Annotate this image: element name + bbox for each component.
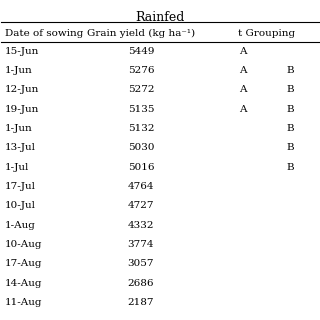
Text: 5272: 5272 <box>128 85 154 94</box>
Text: 5449: 5449 <box>128 47 154 56</box>
Text: B: B <box>286 143 294 152</box>
Text: 17-Aug: 17-Aug <box>4 260 42 268</box>
Text: 14-Aug: 14-Aug <box>4 279 42 288</box>
Text: 12-Jun: 12-Jun <box>4 85 39 94</box>
Text: 11-Aug: 11-Aug <box>4 298 42 307</box>
Text: 2187: 2187 <box>128 298 154 307</box>
Text: A: A <box>239 66 246 75</box>
Text: 5276: 5276 <box>128 66 154 75</box>
Text: A: A <box>239 105 246 114</box>
Text: A: A <box>239 85 246 94</box>
Text: 5135: 5135 <box>128 105 154 114</box>
Text: Grain yield (kg ha⁻¹): Grain yield (kg ha⁻¹) <box>87 28 195 38</box>
Text: 5016: 5016 <box>128 163 154 172</box>
Text: 10-Jul: 10-Jul <box>4 202 36 211</box>
Text: B: B <box>286 85 294 94</box>
Text: 4727: 4727 <box>128 202 154 211</box>
Text: 15-Jun: 15-Jun <box>4 47 39 56</box>
Text: B: B <box>286 163 294 172</box>
Text: 1-Jul: 1-Jul <box>4 163 29 172</box>
Text: B: B <box>286 105 294 114</box>
Text: 13-Jul: 13-Jul <box>4 143 36 152</box>
Text: 5132: 5132 <box>128 124 154 133</box>
Text: 19-Jun: 19-Jun <box>4 105 39 114</box>
Text: 1-Aug: 1-Aug <box>4 221 36 230</box>
Text: 3057: 3057 <box>128 260 154 268</box>
Text: Rainfed: Rainfed <box>135 11 185 24</box>
Text: B: B <box>286 124 294 133</box>
Text: B: B <box>286 66 294 75</box>
Text: 1-Jun: 1-Jun <box>4 66 32 75</box>
Text: 4764: 4764 <box>128 182 154 191</box>
Text: t Grouping: t Grouping <box>238 28 295 38</box>
Text: Date of sowing: Date of sowing <box>4 28 83 38</box>
Text: 5030: 5030 <box>128 143 154 152</box>
Text: 10-Aug: 10-Aug <box>4 240 42 249</box>
Text: 4332: 4332 <box>128 221 154 230</box>
Text: 3774: 3774 <box>128 240 154 249</box>
Text: A: A <box>239 47 246 56</box>
Text: 1-Jun: 1-Jun <box>4 124 32 133</box>
Text: 2686: 2686 <box>128 279 154 288</box>
Text: 17-Jul: 17-Jul <box>4 182 36 191</box>
